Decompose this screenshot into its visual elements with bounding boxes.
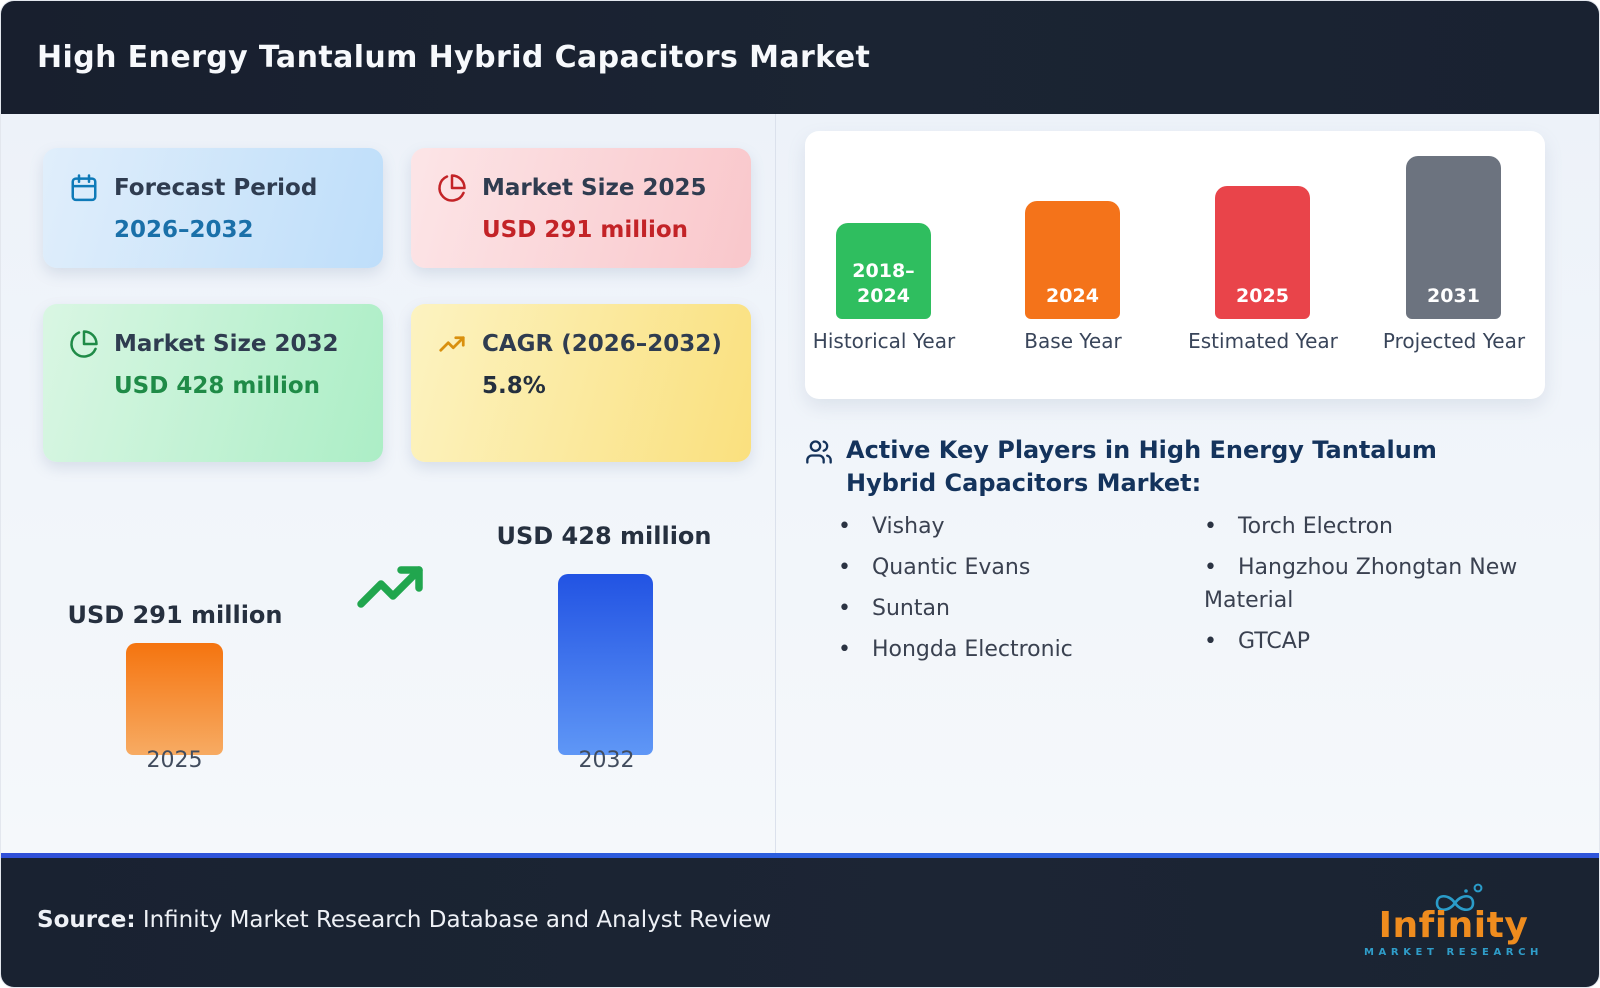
timeline-chart-card: 2018–2024 2024 2025 2031 Historical Year… — [805, 131, 1545, 399]
card-value: USD 291 million — [482, 216, 689, 243]
axis-label-2032: 2032 — [578, 748, 635, 773]
card-title: Market Size 2025 — [482, 175, 707, 201]
key-players-list-right: Torch Electron Hangzhou Zhongtan New Mat… — [1204, 510, 1556, 666]
key-players-list-left: Vishay Quantic Evans Suntan Hongda Elect… — [838, 510, 1190, 674]
card-title: CAGR (2026–2032) — [482, 331, 722, 357]
card-cagr: CAGR (2026–2032) 5.8% — [411, 304, 751, 462]
infinity-logo: Infinity MARKET RESEARCH — [1364, 881, 1543, 958]
card-market-size-2025: Market Size 2025 USD 291 million — [411, 148, 751, 268]
bar-value-label-2025: USD 291 million — [67, 601, 283, 629]
main-content: Forecast Period 2026–2032 Market Size 20… — [1, 114, 1599, 853]
footer-accent-line — [1, 853, 1599, 858]
key-players-heading: Active Key Players in High Energy Tantal… — [846, 436, 1437, 498]
card-value: 5.8% — [482, 372, 546, 399]
timeline-caption-projected: Projected Year — [1382, 329, 1526, 353]
trend-up-icon — [437, 329, 467, 359]
pie-chart-icon — [69, 329, 99, 359]
key-player-item: Hongda Electronic — [838, 633, 1190, 666]
timeline-caption-estimated: Estimated Year — [1188, 329, 1338, 353]
logo-title: Infinity — [1378, 905, 1529, 946]
key-player-item: Quantic Evans — [838, 551, 1190, 584]
card-value: 2026–2032 — [114, 216, 254, 243]
source-label: Source: — [37, 906, 136, 933]
card-header: Forecast Period — [69, 172, 359, 205]
timeline-caption-base: Base Year — [1024, 329, 1122, 353]
right-panel: 2018–2024 2024 2025 2031 Historical Year… — [776, 114, 1599, 853]
timeline-bar-estimated: 2025 — [1215, 186, 1310, 319]
source-text: Source: Infinity Market Research Databas… — [37, 907, 771, 933]
footer-bar: Source: Infinity Market Research Databas… — [1, 858, 1599, 987]
stat-cards: Forecast Period 2026–2032 Market Size 20… — [43, 148, 775, 462]
key-player-item: Hangzhou Zhongtan New Material — [1204, 551, 1556, 617]
growth-bar-2032 — [558, 574, 653, 755]
timeline-bar-year: 2018–2024 — [852, 259, 915, 308]
key-players-heading-row: Active Key Players in High Energy Tantal… — [805, 434, 1485, 500]
card-title: Market Size 2032 — [114, 331, 339, 357]
key-player-item: Vishay — [838, 510, 1190, 543]
users-icon — [805, 438, 833, 466]
calendar-icon — [69, 173, 99, 203]
timeline-bar-year: 2024 — [1046, 285, 1099, 308]
card-value: USD 428 million — [114, 372, 321, 399]
pie-chart-icon — [437, 173, 467, 203]
card-header: Market Size 2025 — [437, 172, 727, 205]
key-player-item: Suntan — [838, 592, 1190, 625]
timeline-bar-base: 2024 — [1025, 201, 1120, 319]
growth-arrow-icon — [353, 558, 433, 618]
page-title: High Energy Tantalum Hybrid Capacitors M… — [37, 40, 871, 75]
axis-label-2025: 2025 — [146, 748, 203, 773]
left-panel: Forecast Period 2026–2032 Market Size 20… — [1, 114, 776, 853]
infinity-swirl-icon — [1435, 883, 1482, 912]
card-header: CAGR (2026–2032) — [437, 328, 727, 361]
logo-subtitle: MARKET RESEARCH — [1364, 947, 1543, 958]
timeline-caption-historical: Historical Year — [812, 329, 956, 353]
timeline-bar-projected: 2031 — [1406, 156, 1501, 319]
bar-value-label-2032: USD 428 million — [496, 522, 712, 550]
card-market-size-2032: Market Size 2032 USD 428 million — [43, 304, 383, 462]
timeline-bar-year: 2031 — [1427, 285, 1480, 308]
source-value: Infinity Market Research Database and An… — [135, 906, 772, 933]
header-bar: High Energy Tantalum Hybrid Capacitors M… — [1, 1, 1599, 114]
timeline-bar-historical: 2018–2024 — [836, 223, 931, 319]
timeline-bar-year: 2025 — [1236, 285, 1289, 308]
key-player-item: GTCAP — [1204, 625, 1556, 658]
key-player-item: Torch Electron — [1204, 510, 1556, 543]
card-title: Forecast Period — [114, 175, 318, 201]
card-header: Market Size 2032 — [69, 328, 359, 361]
growth-bar-2025 — [126, 643, 223, 755]
card-forecast-period: Forecast Period 2026–2032 — [43, 148, 383, 268]
